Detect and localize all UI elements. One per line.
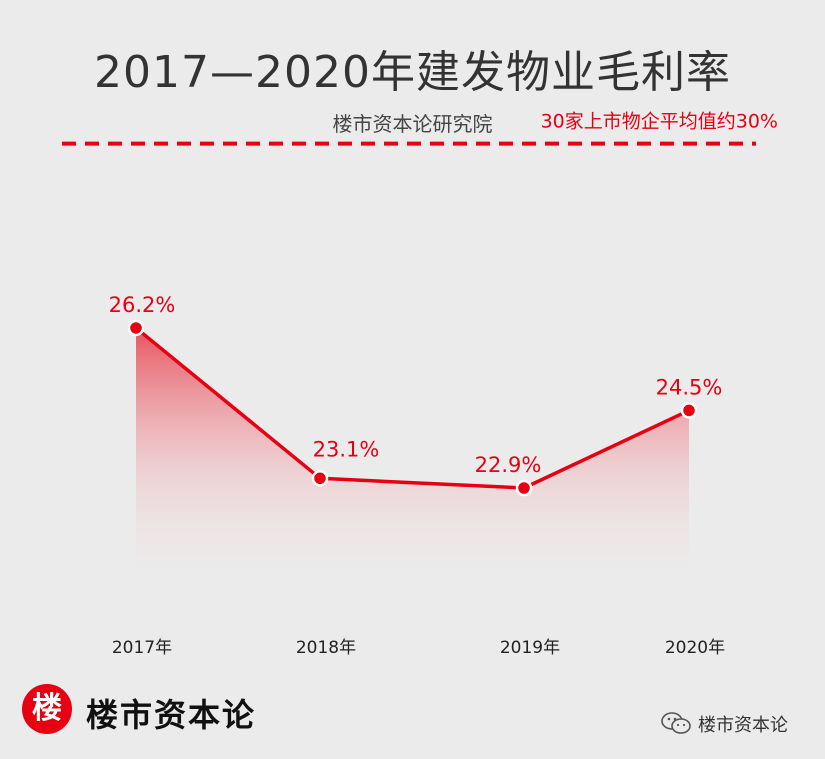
x-tick-label: 2017年 (112, 638, 172, 658)
wechat-icon (661, 712, 691, 734)
data-point (127, 319, 145, 337)
x-tick-label: 2019年 (500, 638, 560, 658)
chart-area: 30家上市物企平均值约30% 26.2% 23.1% 22.9% 24.5% 2017… (62, 111, 778, 658)
series-line (134, 326, 690, 490)
data-label: 26.2% (109, 293, 176, 317)
series-area (136, 327, 689, 590)
reference-line-label: 30家上市物企平均值约30% (541, 111, 778, 133)
chart-subtitle: 楼市资本论研究院 (332, 112, 493, 136)
data-label: 23.1% (313, 437, 380, 461)
x-tick-label: 2020年 (665, 638, 725, 658)
data-label: 24.5% (656, 375, 723, 399)
brand-name: 楼市资本论 (86, 696, 257, 734)
data-point (680, 402, 698, 419)
data-point (311, 470, 329, 487)
data-label: 22.9% (475, 453, 542, 477)
watermark-text: 楼市资本论 (698, 715, 788, 736)
brand-logo: 楼 (22, 684, 72, 734)
x-tick-label: 2018年 (296, 638, 356, 658)
chart-title: 2017—2020年建发物业毛利率 (94, 47, 731, 98)
data-point (515, 479, 533, 497)
